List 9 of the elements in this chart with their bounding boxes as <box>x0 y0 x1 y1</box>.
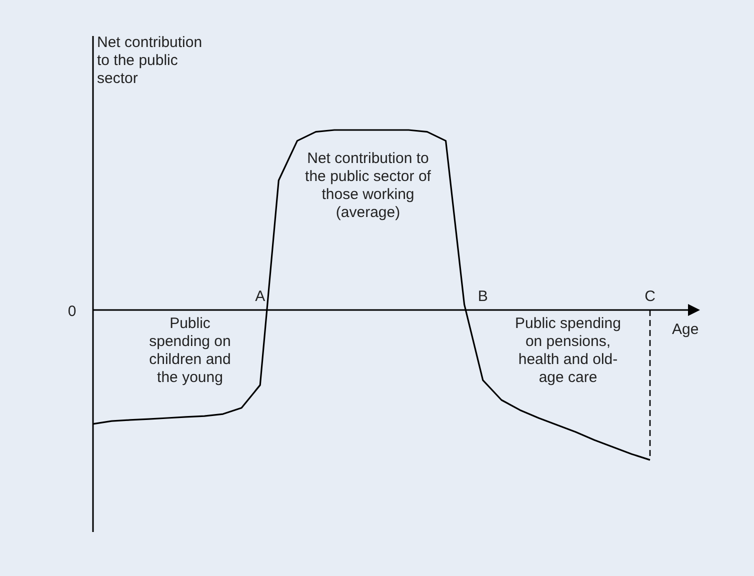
text: 0 <box>68 303 76 320</box>
x-tick-label: B <box>478 288 488 305</box>
x-axis-title: Age <box>672 321 699 338</box>
x-tick-label: C <box>644 288 656 305</box>
x-tick-label: A <box>255 288 266 305</box>
annotation: Net contribution to the public sector of those working (average) <box>305 150 432 221</box>
annotation: Public spending on children and the young <box>149 315 231 386</box>
annotation: Public spending on pensions, health and old-age care <box>515 315 621 386</box>
y-axis-title: Net contribution to the public sector <box>97 34 202 87</box>
